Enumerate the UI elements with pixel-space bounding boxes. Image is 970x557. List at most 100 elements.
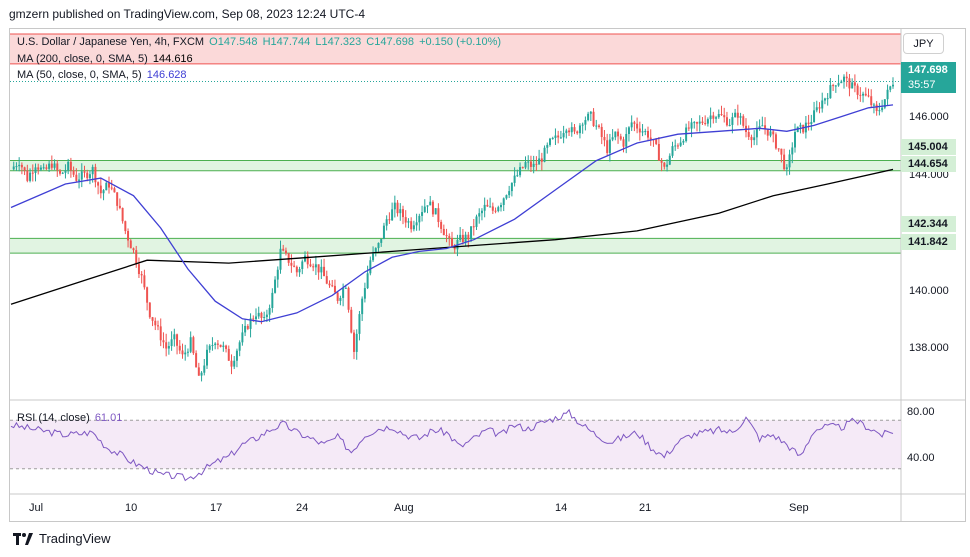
candle-body bbox=[15, 166, 18, 168]
candle-body bbox=[513, 175, 516, 183]
time-tick: 24 bbox=[296, 502, 309, 514]
footer-brand: TradingView bbox=[39, 531, 111, 546]
candle-body bbox=[785, 167, 788, 170]
candle-body bbox=[611, 137, 614, 140]
candle-body bbox=[233, 360, 236, 367]
zone-label: 141.842 bbox=[901, 234, 956, 250]
rsi-band bbox=[10, 420, 901, 469]
candle-body bbox=[657, 143, 660, 161]
candle-body bbox=[358, 314, 361, 334]
candle-body bbox=[862, 93, 865, 96]
candle-body bbox=[799, 124, 802, 127]
candle-body bbox=[184, 352, 187, 355]
candle-body bbox=[421, 212, 424, 216]
candle-body bbox=[592, 111, 595, 126]
candle-body bbox=[48, 163, 51, 169]
legend-ma50-label: MA (50, close, 0, SMA, 5) bbox=[17, 69, 142, 81]
candle-body bbox=[157, 325, 159, 327]
candle-body bbox=[595, 125, 598, 127]
candle-body bbox=[64, 170, 67, 173]
time-tick: Jul bbox=[29, 502, 44, 514]
currency-button[interactable]: JPY bbox=[903, 33, 944, 54]
candle-body bbox=[37, 167, 40, 170]
candle-body bbox=[870, 96, 873, 106]
tradingview-logo[interactable]: TradingView bbox=[13, 531, 111, 546]
candle-body bbox=[382, 225, 385, 239]
candle-body bbox=[521, 167, 524, 169]
candle-body bbox=[543, 147, 546, 162]
candle-body bbox=[255, 316, 257, 320]
candle-body bbox=[676, 145, 679, 147]
candle-body bbox=[489, 206, 492, 208]
candle-body bbox=[363, 288, 366, 299]
candle-body bbox=[377, 242, 380, 249]
candle-body bbox=[791, 147, 794, 155]
candle-body bbox=[314, 264, 317, 268]
candle-body bbox=[742, 116, 745, 126]
candle-body bbox=[167, 346, 170, 349]
candle-body bbox=[304, 255, 306, 262]
candle-body bbox=[393, 202, 396, 210]
candle-body bbox=[415, 222, 418, 226]
candle-body bbox=[709, 115, 712, 120]
candle-body bbox=[810, 121, 813, 125]
candle-body bbox=[260, 312, 263, 318]
candle-body bbox=[132, 248, 135, 251]
candle-body bbox=[720, 114, 723, 116]
candle-body bbox=[159, 326, 162, 341]
legend-ma200-value: 144.616 bbox=[152, 53, 193, 65]
candle-body bbox=[309, 264, 312, 267]
candle-body bbox=[453, 246, 456, 250]
candle-body bbox=[396, 202, 399, 214]
candle-body bbox=[736, 112, 739, 118]
candle-body bbox=[197, 367, 200, 376]
candle-body bbox=[480, 210, 483, 214]
time-tick: Aug bbox=[394, 502, 414, 514]
candle-body bbox=[426, 205, 429, 207]
candle-body bbox=[135, 250, 138, 265]
candle-body bbox=[206, 349, 208, 366]
candle-body bbox=[342, 288, 345, 298]
candle-body bbox=[407, 221, 410, 223]
candle-body bbox=[638, 128, 641, 133]
candle-body bbox=[246, 325, 249, 329]
legend-rsi-value: 61.01 bbox=[94, 412, 123, 424]
candle-body bbox=[448, 236, 451, 239]
candle-body bbox=[549, 138, 551, 145]
candle-body bbox=[864, 93, 867, 96]
candle-body bbox=[679, 142, 682, 146]
candle-body bbox=[728, 124, 731, 126]
candle-body bbox=[554, 135, 557, 138]
candle-body bbox=[807, 122, 810, 125]
candle-body bbox=[72, 170, 75, 175]
candle-body bbox=[116, 192, 119, 206]
candle-body bbox=[325, 276, 328, 284]
candle-body bbox=[29, 172, 32, 181]
candle-body bbox=[649, 137, 652, 140]
rsi-tick: 40.00 bbox=[907, 452, 935, 464]
candle-body bbox=[429, 201, 432, 206]
candle-body bbox=[372, 252, 375, 261]
candle-body bbox=[508, 191, 511, 196]
candle-body bbox=[758, 126, 761, 129]
candle-body bbox=[753, 137, 756, 141]
candle-body bbox=[45, 167, 48, 169]
candle-body bbox=[61, 172, 64, 174]
candle-body bbox=[565, 130, 568, 134]
candle-body bbox=[478, 213, 481, 217]
candle-body bbox=[524, 162, 527, 168]
candle-body bbox=[59, 170, 61, 174]
candle-body bbox=[581, 124, 584, 126]
candle-body bbox=[268, 308, 271, 315]
candle-body bbox=[137, 264, 140, 275]
candle-body bbox=[731, 117, 734, 125]
candle-body bbox=[402, 209, 404, 218]
candle-body bbox=[717, 114, 720, 118]
candle-body bbox=[23, 167, 26, 171]
candle-body bbox=[764, 125, 767, 129]
candle-body bbox=[170, 339, 173, 347]
candle-body bbox=[627, 127, 630, 135]
candle-body bbox=[249, 318, 252, 329]
candle-body bbox=[102, 190, 105, 194]
candle-body bbox=[181, 350, 184, 355]
